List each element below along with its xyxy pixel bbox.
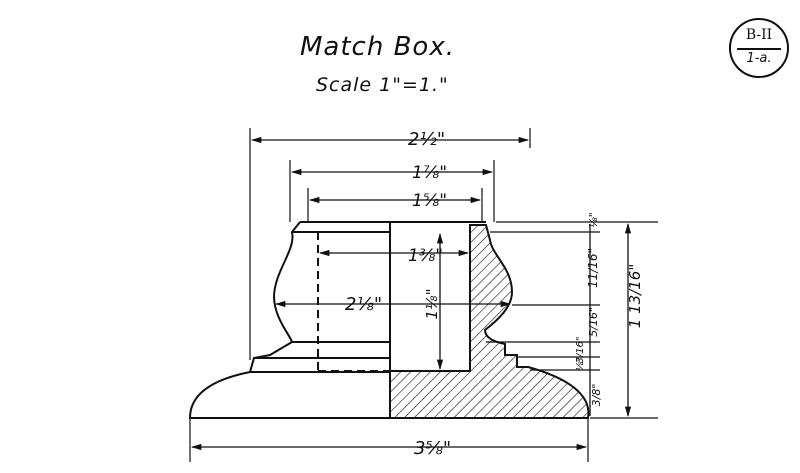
dim-rise-1: 11/16" <box>586 248 600 288</box>
dimension-lines <box>190 136 632 451</box>
sheet-badge: B-II 1-a. <box>729 18 789 78</box>
dim-bulb-width: 2⅛" <box>345 294 382 315</box>
dim-rise-top: ⅛" <box>587 212 600 228</box>
section-hatch <box>389 224 590 419</box>
dim-base-width: 3⅝" <box>414 438 451 459</box>
dim-total-height: 1 13/16" <box>626 264 644 328</box>
sheet-number: B-II <box>745 27 773 43</box>
dim-bore-width: 1⅜" <box>408 246 443 266</box>
extension-lines <box>189 128 658 462</box>
dim-rise-5: 3/8" <box>590 384 603 407</box>
sheet-sub: 1-a. <box>746 51 772 66</box>
drawing-title: Match Box. <box>300 32 455 62</box>
dim-bore-depth: 1⅛" <box>423 289 441 320</box>
dim-rise-2: 5/16" <box>587 307 600 337</box>
dim-rise-3: 3/16" <box>575 336 586 363</box>
dim-width-1-5-8: 1⅝" <box>412 191 447 211</box>
badge-divider <box>737 48 781 50</box>
dim-rise-4: ⅛" <box>575 357 586 371</box>
scale-label: Scale 1"=1." <box>316 74 449 96</box>
dim-width-1-7-8: 1⅞" <box>412 163 447 183</box>
dim-overall-top-width: 2½" <box>408 129 445 150</box>
